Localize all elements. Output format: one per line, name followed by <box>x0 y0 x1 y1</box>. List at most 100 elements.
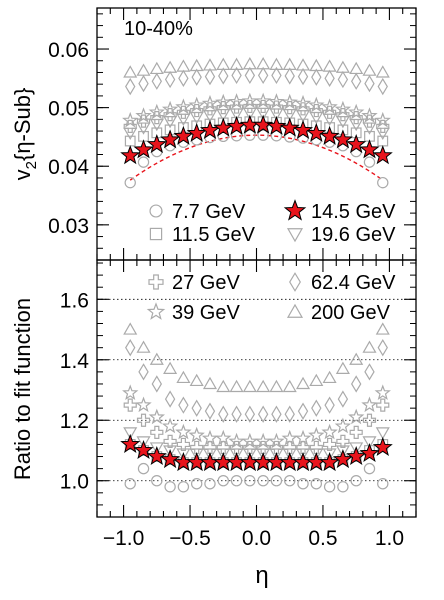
centrality-label: 10-40% <box>124 18 193 40</box>
data-point <box>202 376 218 390</box>
data-point <box>216 57 231 70</box>
data-point <box>359 442 380 463</box>
data-point <box>176 59 191 72</box>
y-tick-label: 0.04 <box>48 156 89 179</box>
data-point <box>271 66 282 85</box>
data-point <box>151 475 163 487</box>
data-point <box>178 396 189 414</box>
data-point <box>188 96 205 113</box>
data-point <box>123 427 138 440</box>
data-point <box>149 352 164 365</box>
data-point <box>269 108 284 121</box>
data-point <box>175 423 192 440</box>
series-39-gev <box>122 92 391 128</box>
data-point <box>216 448 231 461</box>
data-point <box>362 436 377 449</box>
data-point <box>364 74 375 93</box>
data-point <box>321 98 338 115</box>
data-point <box>254 92 272 109</box>
y-tick-label: 1.4 <box>60 350 90 373</box>
data-point <box>201 429 219 446</box>
data-point <box>123 398 137 412</box>
data-point <box>138 363 149 381</box>
data-point <box>362 413 377 427</box>
y-tick-label: 1.6 <box>60 289 89 312</box>
data-point <box>151 375 163 393</box>
data-point <box>281 93 298 110</box>
y-tick-label: 0.06 <box>48 39 89 62</box>
data-point <box>269 448 284 461</box>
data-point <box>377 339 388 357</box>
data-point <box>190 478 203 490</box>
data-point <box>266 115 287 135</box>
data-point <box>124 176 136 189</box>
data-point <box>254 432 272 449</box>
data-point <box>229 448 244 461</box>
legend-marker <box>286 303 304 318</box>
data-point <box>120 433 141 453</box>
data-point <box>346 134 367 154</box>
data-point <box>136 122 151 135</box>
data-point <box>190 440 204 455</box>
data-point <box>268 93 285 109</box>
data-point <box>375 65 390 78</box>
data-point <box>136 436 151 449</box>
data-point <box>349 352 364 365</box>
data-point <box>348 103 365 120</box>
bottom-y-axis-label: Ratio to fit function <box>10 298 35 480</box>
data-point <box>136 63 151 76</box>
data-point <box>216 440 230 455</box>
data-point <box>323 481 336 493</box>
data-point <box>295 110 311 123</box>
data-point <box>123 322 138 335</box>
data-point <box>244 129 256 141</box>
top-axis-ticks: 0.03 0.04 0.05 0.06 <box>48 8 417 261</box>
data-point <box>374 384 391 401</box>
data-point <box>163 434 177 449</box>
data-point <box>279 117 300 137</box>
legend-marker <box>149 204 163 218</box>
data-point <box>335 116 350 129</box>
data-point <box>350 72 362 90</box>
data-point <box>363 156 376 168</box>
data-point <box>309 103 323 118</box>
series-19.6-gev <box>123 427 390 461</box>
data-point <box>375 322 390 335</box>
data-point <box>377 77 388 96</box>
data-point <box>337 70 349 89</box>
data-point <box>137 462 150 475</box>
data-point <box>297 402 309 420</box>
data-point <box>164 481 176 493</box>
data-point <box>322 448 337 461</box>
data-point <box>189 448 204 461</box>
data-point <box>230 475 243 487</box>
legend-marker <box>149 227 163 241</box>
data-point <box>176 448 191 461</box>
data-point <box>311 68 322 86</box>
data-point <box>189 111 204 125</box>
data-point <box>296 440 310 455</box>
data-point <box>149 61 164 75</box>
data-point <box>151 72 163 90</box>
data-point <box>335 361 350 374</box>
legend-marker <box>289 272 301 292</box>
data-point <box>176 113 191 126</box>
data-point <box>350 375 362 393</box>
data-point <box>349 442 364 455</box>
legend-label: 14.5 GeV <box>311 201 396 223</box>
data-point <box>191 399 202 417</box>
data-point <box>124 478 136 490</box>
data-point <box>257 405 269 423</box>
data-point <box>136 340 151 353</box>
bottom-grid-lines <box>97 298 416 482</box>
data-point <box>189 373 204 387</box>
data-point <box>242 448 257 461</box>
data-point <box>336 108 350 122</box>
data-point <box>122 111 139 128</box>
data-point <box>133 139 154 159</box>
bottom-data-marks <box>120 322 393 493</box>
top-y-axis-label-rest: {η-Sub} <box>10 88 35 161</box>
data-point <box>322 370 337 384</box>
legend-marker <box>286 228 304 243</box>
data-point <box>231 405 242 423</box>
